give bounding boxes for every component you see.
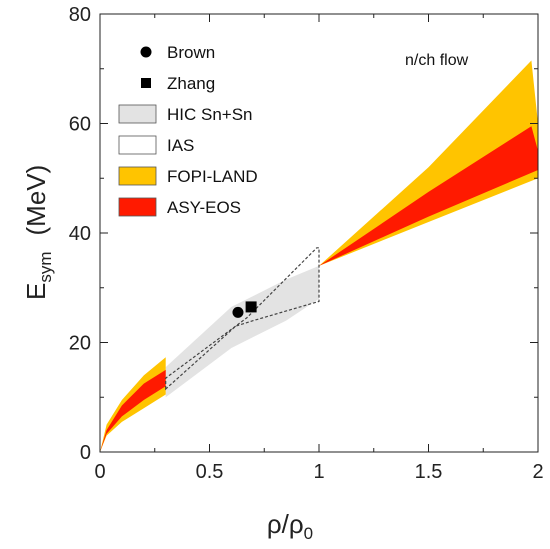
ias-band: [165, 247, 320, 391]
y-tick-label: 80: [69, 4, 91, 26]
plot-area: [100, 60, 538, 452]
legend-item-ias: IAS: [118, 135, 194, 155]
fopi-land-band-high: [319, 60, 538, 266]
annotation-label: n/ch flow: [405, 52, 469, 69]
y-tick-label: 40: [69, 223, 91, 245]
y-axis-label: Esym (MeV): [21, 165, 55, 300]
y-tick-label: 0: [80, 442, 91, 464]
legend-item-asy: ASY-EOS: [118, 197, 241, 217]
x-tick-label: 2: [532, 461, 543, 483]
legend-label: Brown: [167, 43, 215, 62]
legend-item-fopi: FOPI-LAND: [118, 166, 258, 186]
legend-label: IAS: [167, 136, 194, 155]
x-axis-label: ρ/ρ0: [267, 509, 313, 543]
x-tick-label: 0: [94, 461, 105, 483]
y-axis-label-main: E: [21, 283, 51, 300]
legend-swatch-fopi: [118, 166, 157, 186]
x-tick-label: 1.5: [415, 461, 443, 483]
y-axis-label-sub: sym: [36, 251, 55, 282]
legend: Brown Zhang HIC Sn+Sn IAS FOPI-LAND ASY-EOS: [118, 43, 258, 217]
legend-swatch-asy: [118, 197, 157, 217]
asy-eos-band-high: [319, 126, 538, 266]
legend-label: Zhang: [167, 74, 215, 93]
legend-swatch-ias: [118, 135, 157, 155]
legend-label: ASY-EOS: [167, 198, 241, 217]
legend-item-hic: HIC Sn+Sn: [118, 104, 253, 124]
legend-item-circle: Brown: [140, 43, 215, 62]
legend-square-icon: [141, 78, 151, 88]
x-axis-label-sub: 0: [304, 524, 313, 543]
point-zhang: [245, 301, 257, 313]
legend-item-square: Zhang: [141, 74, 215, 93]
legend-circle-icon: [140, 46, 152, 58]
x-axis-label-main: ρ/ρ: [267, 509, 304, 539]
point-brown: [232, 306, 244, 318]
y-axis-label-unit: (MeV): [21, 165, 51, 236]
legend-label: HIC Sn+Sn: [167, 105, 253, 124]
legend-label: FOPI-LAND: [167, 167, 258, 186]
x-tick-label: 1: [313, 461, 324, 483]
hic-band: [165, 265, 319, 398]
x-tick-label: 0.5: [196, 461, 224, 483]
y-tick-label: 20: [69, 333, 91, 355]
asy-eos-band-low: [100, 369, 166, 452]
legend-swatch-hic: [118, 104, 157, 124]
y-tick-label: 60: [69, 114, 91, 136]
